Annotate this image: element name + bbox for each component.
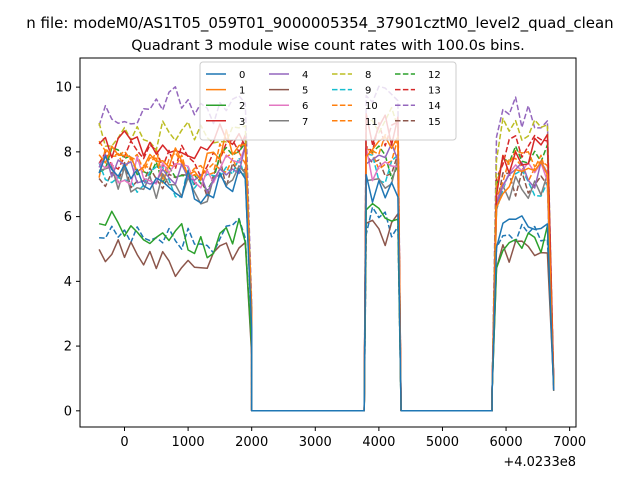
series-line-5 [98,213,555,412]
legend-label-6: 6 [302,101,308,112]
x-axis: 0 1000 2000 3000 4000 5000 6000 7000 [120,427,586,450]
x-tick-label: 6000 [490,435,523,450]
legend-label-9: 9 [365,86,371,97]
legend-label-4: 4 [302,70,308,81]
legend-label-15: 15 [428,117,441,128]
series-line-4 [98,142,555,412]
y-tick-label: 4 [64,275,72,290]
x-tick-label: 7000 [553,435,586,450]
series-line-12 [98,142,555,412]
series-line-7 [98,157,555,412]
legend-label-10: 10 [365,101,378,112]
axes-frame [79,57,577,428]
series-line-9 [98,153,555,412]
x-tick-label: 4000 [362,435,395,450]
legend-label-13: 13 [428,86,441,97]
series-line-11 [98,137,555,412]
legend-label-2: 2 [239,101,245,112]
x-tick-label: 1000 [172,435,205,450]
y-tick-label: 10 [55,81,72,96]
legend-label-3: 3 [239,117,245,128]
y-tick-label: 8 [64,145,72,160]
chart-title: Quadrant 3 module wise count rates with … [131,38,525,54]
y-tick-label: 6 [64,210,72,225]
x-tick-label: 5000 [426,435,459,450]
x-tick-label: 3000 [299,435,332,450]
series-line-3 [98,113,555,412]
y-axis: 0 2 4 6 8 10 [55,81,80,419]
legend-label-11: 11 [365,117,378,128]
series-line-2 [98,202,555,412]
series-lines [98,85,555,412]
legend-frame [199,61,457,141]
legend-label-0: 0 [239,70,245,81]
figure-suptitle: n file: modeM0/AS1T05_059T01_9000005354_… [26,14,613,33]
legend-label-1: 1 [239,86,245,97]
x-axis-offset-label: +4.0233e8 [503,455,576,470]
y-tick-label: 0 [64,404,72,419]
y-tick-label: 2 [64,340,72,355]
legend-label-7: 7 [302,117,308,128]
legend-label-12: 12 [428,70,441,81]
legend-label-14: 14 [428,101,441,112]
x-tick-label: 2000 [235,435,268,450]
x-tick-label: 0 [120,435,128,450]
legend-label-8: 8 [365,70,371,81]
legend-label-5: 5 [302,86,308,97]
series-line-15 [98,153,555,412]
series-line-0 [98,155,555,412]
